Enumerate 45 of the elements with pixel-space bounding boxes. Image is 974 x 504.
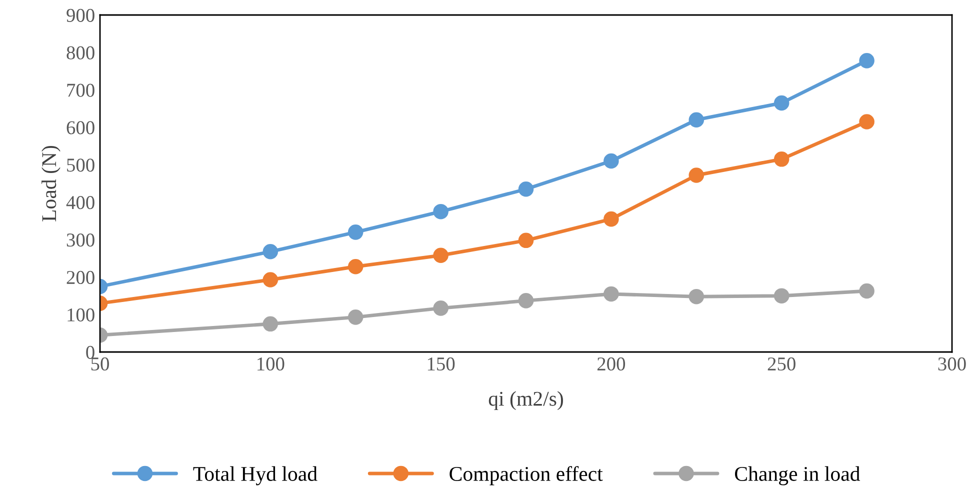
point <box>688 112 704 128</box>
legend-label: Compaction effect <box>450 466 603 486</box>
x-tick-label: 100 <box>258 357 284 371</box>
y-tick-label: 700 <box>67 84 94 97</box>
point <box>348 258 364 274</box>
point <box>262 316 278 332</box>
point <box>604 211 619 227</box>
legend-label: Total Hyd load <box>193 466 318 486</box>
point <box>518 232 534 248</box>
legend-label: Change in load <box>735 466 860 486</box>
point <box>348 224 364 240</box>
y-tick-label: 800 <box>66 46 94 60</box>
point <box>859 114 874 130</box>
point <box>774 152 790 167</box>
point <box>774 288 790 304</box>
y-tick-label: 200 <box>66 270 94 284</box>
x-tick-label: 300 <box>938 357 966 371</box>
y-tick-label: 400 <box>66 196 94 210</box>
y-tick-label: 900 <box>66 8 94 22</box>
point <box>518 293 534 308</box>
point <box>433 204 448 220</box>
point <box>518 181 534 197</box>
point <box>688 168 704 183</box>
y-tick-label: 500 <box>67 158 94 172</box>
point <box>859 53 874 68</box>
point <box>774 95 790 111</box>
point <box>604 153 619 169</box>
x-tick-label: 150 <box>428 357 455 371</box>
y-tick-label: 300 <box>66 233 94 247</box>
x-tick-label: 50 <box>91 357 109 371</box>
point <box>348 310 364 325</box>
point <box>433 248 448 264</box>
x-tick-label: 250 <box>768 357 796 371</box>
point <box>604 286 619 302</box>
y-axis-title: Load (N) <box>42 146 60 222</box>
x-tick-label: 200 <box>597 357 626 371</box>
point <box>433 300 448 316</box>
point <box>262 244 278 260</box>
point <box>262 272 278 288</box>
y-tick-label: 0 <box>86 346 94 359</box>
y-tick-label: 600 <box>66 121 94 134</box>
point <box>859 283 874 299</box>
point <box>688 288 704 304</box>
x-axis-title: qi (m2/s) <box>488 391 563 410</box>
y-tick-label: 100 <box>68 308 94 322</box>
